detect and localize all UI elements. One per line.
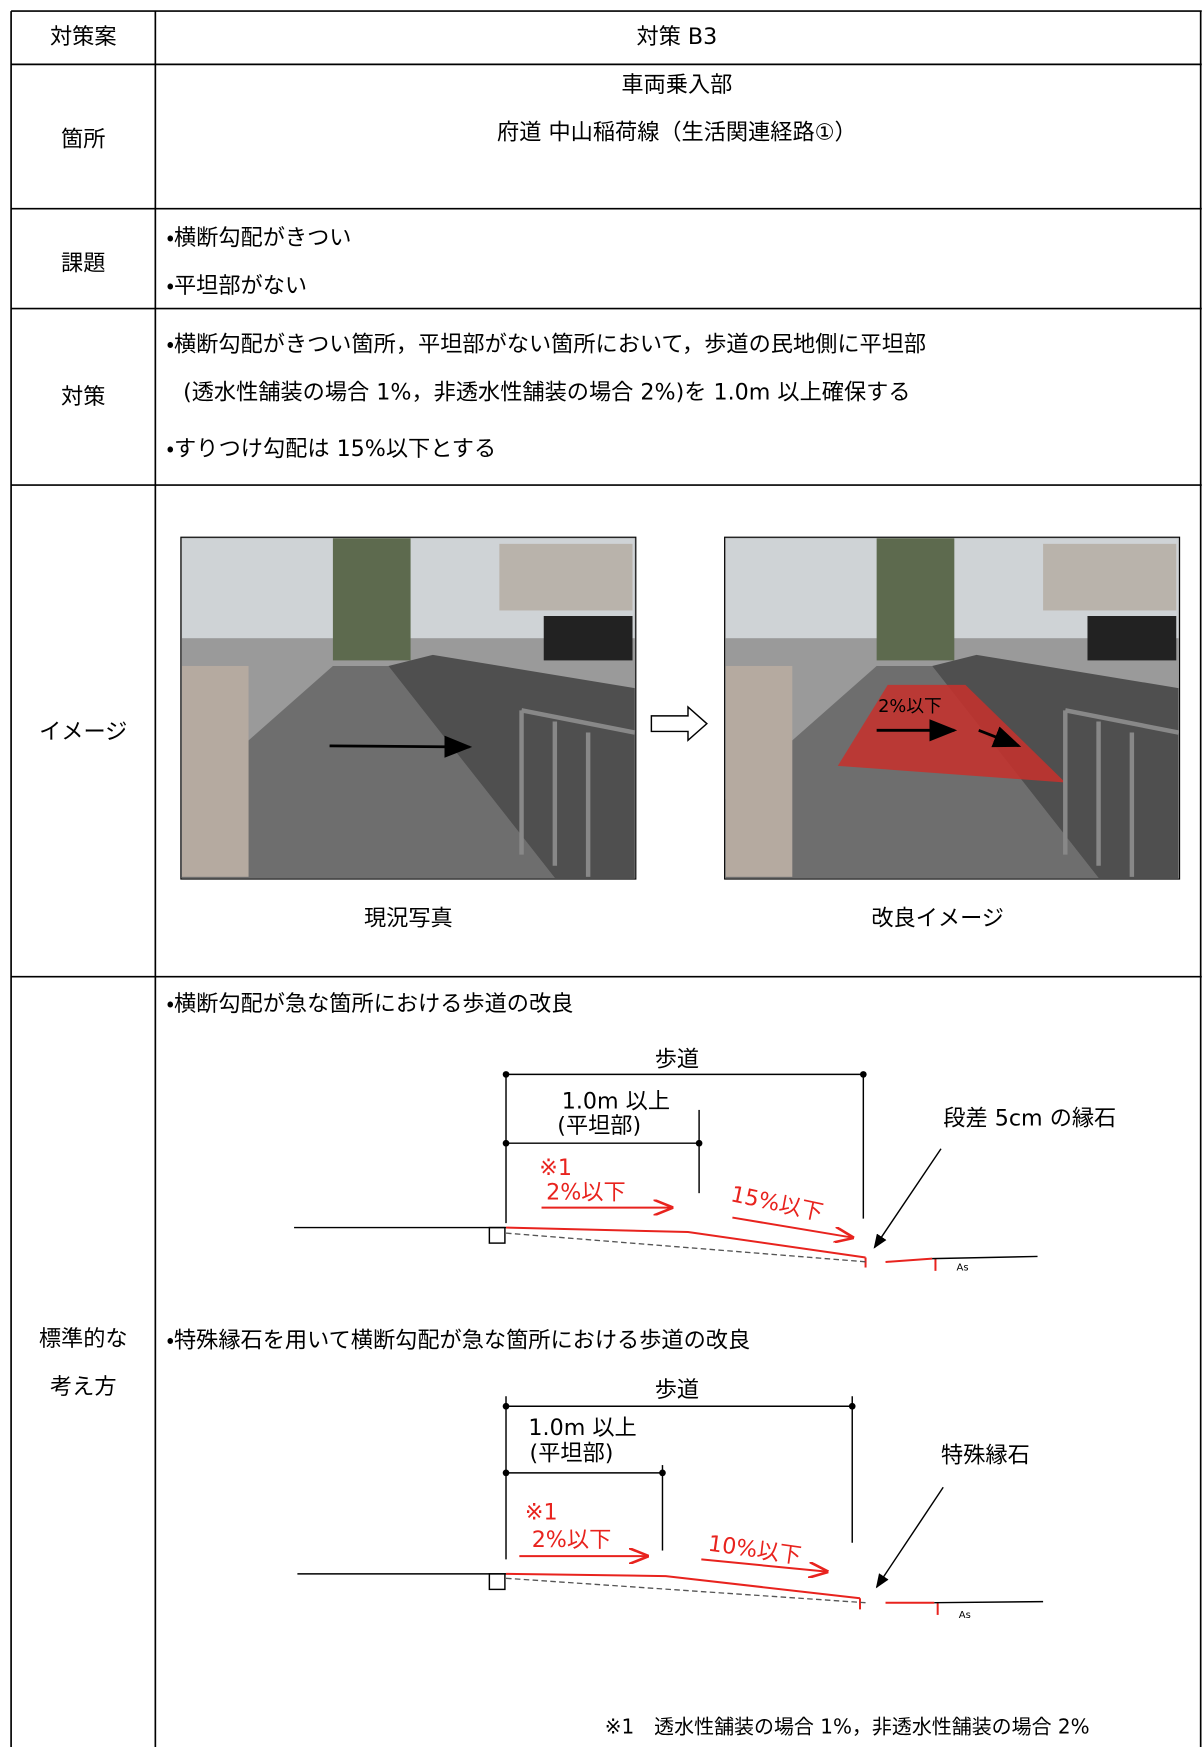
rect-shape <box>488 1573 506 1591</box>
bullet-text: ・平坦部がない <box>166 273 307 299</box>
photo-annotation: 2%以下 <box>878 697 942 717</box>
line-shape <box>934 1600 1044 1604</box>
rect-shape <box>332 538 411 661</box>
slope-label: 2%以下 <box>532 1527 612 1553</box>
line-shape <box>732 1216 852 1238</box>
rect-shape <box>488 1226 506 1244</box>
row-label: 課題 <box>61 251 105 277</box>
polygon-shape <box>388 654 635 878</box>
photo-improved <box>724 536 1181 880</box>
polyline-shape <box>885 1257 933 1263</box>
circle-shape <box>502 1469 510 1477</box>
dimension-label: (平坦部) <box>557 1113 641 1139</box>
dimension-label: 1.0m 以上 <box>562 1089 670 1115</box>
circle-shape <box>502 1139 510 1147</box>
slope-label: 2%以下 <box>546 1180 626 1206</box>
cross-section <box>294 1071 1038 1271</box>
rect-shape <box>181 665 249 877</box>
dimension-label: (平坦部) <box>530 1440 614 1466</box>
row-label: 対策 <box>61 384 105 410</box>
curb-label: 特殊縁石 <box>941 1443 1030 1469</box>
rect-shape <box>1043 543 1177 611</box>
rect-shape <box>725 665 793 877</box>
line-shape <box>873 1148 942 1249</box>
polyline-shape <box>505 1572 861 1600</box>
row-label: 対策案 <box>50 24 117 50</box>
note-mark: ※1 <box>539 1155 572 1181</box>
rect-shape <box>499 543 633 611</box>
bullet-text: ・横断勾配がきつい <box>166 225 351 251</box>
line-shape <box>978 726 1022 748</box>
cross-section <box>297 1396 1044 1615</box>
flow-arrow <box>650 705 708 742</box>
footnote: ※1 透水性舗装の場合 1%，非透水性舗装の場合 2% <box>605 1715 1090 1739</box>
table-grid <box>10 10 1202 1747</box>
line-shape <box>505 1577 866 1604</box>
curb-label: 段差 5cm の縁石 <box>943 1105 1116 1131</box>
photo-caption: 現況写真 <box>364 906 453 932</box>
line-shape <box>505 1232 868 1263</box>
diagram-heading: ・横断勾配が急な箇所における歩道の改良 <box>166 991 573 1017</box>
polygon-shape <box>181 665 555 878</box>
cell-text: 府道 中山稲荷線（生活関連経路①） <box>497 120 857 146</box>
row-label: イメージ <box>39 719 127 745</box>
bullet-text: ・すりつけ勾配は 15%以下とする <box>166 436 496 462</box>
photo-caption: 改良イメージ <box>871 906 1004 932</box>
dimension-label: 歩道 <box>655 1046 699 1072</box>
bullet-text: ・横断勾配がきつい箇所，平坦部がない箇所において，歩道の民地側に平坦部 <box>166 332 926 358</box>
cell-text: 対策 B3 <box>637 24 718 50</box>
rect-shape <box>876 538 955 661</box>
row-label: 箇所 <box>61 126 105 152</box>
line-shape <box>329 735 473 758</box>
polygon-shape <box>932 654 1179 878</box>
surface-label: As <box>959 1610 971 1621</box>
rect-shape <box>543 616 633 661</box>
line-shape <box>701 1558 826 1571</box>
bullet-text: (透水性舗装の場合 1%，非透水性舗装の場合 2%)を 1.0m 以上確保する <box>183 379 910 405</box>
surface-label: As <box>957 1263 969 1274</box>
dimension-label: 1.0m 以上 <box>528 1415 636 1441</box>
path-shape <box>1063 708 1179 877</box>
path-shape <box>519 708 636 877</box>
note-mark: ※1 <box>525 1499 558 1525</box>
diagram-heading: ・特殊縁石を用いて横断勾配が急な箇所における歩道の改良 <box>166 1327 750 1353</box>
dimension-label: 歩道 <box>655 1377 699 1403</box>
line-shape <box>875 1486 944 1589</box>
polygon-shape <box>725 665 1099 878</box>
line-shape <box>932 1255 1038 1260</box>
polyline-shape <box>505 1226 866 1259</box>
row-label: 考え方 <box>50 1374 117 1400</box>
row-label: 標準的な <box>39 1326 128 1352</box>
photo-current <box>180 536 637 880</box>
rect-shape <box>1087 616 1177 661</box>
cell-text: 車両乗入部 <box>621 72 732 98</box>
